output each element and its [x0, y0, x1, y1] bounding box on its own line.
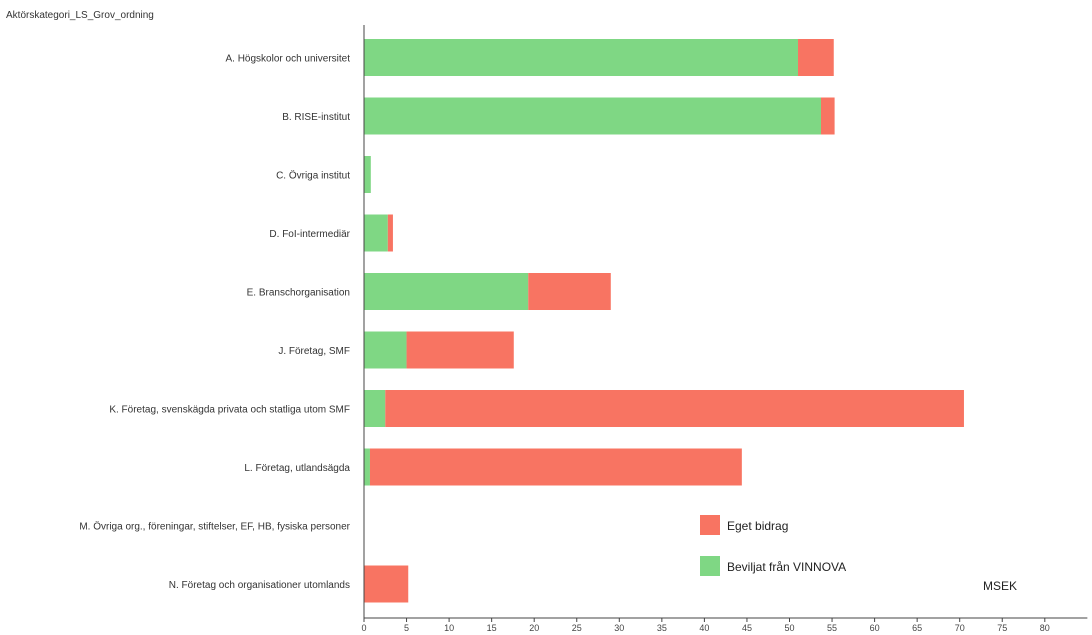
x-tick-label-13: 65 [912, 623, 922, 633]
bar-eget-9 [364, 565, 409, 603]
category-label-7: L. Företag, utlandsägda [244, 463, 350, 474]
x-tick-label-7: 35 [657, 623, 667, 633]
bar-eget-7 [369, 448, 742, 486]
legend: Eget bidrag Beviljat från VINNOVA [700, 515, 846, 576]
bar-beviljat-6 [364, 390, 386, 427]
bar-eget-1 [820, 97, 835, 135]
x-tick-label-12: 60 [870, 623, 880, 633]
category-label-4: E. Branschorganisation [247, 288, 350, 299]
bar-beviljat-7 [364, 448, 370, 486]
x-tick-label-0: 0 [361, 623, 366, 633]
x-tick-label-8: 40 [699, 623, 709, 633]
legend-swatch-1 [700, 556, 720, 576]
category-labels: A. Högskolor och universitet B. RISE-inst… [79, 54, 350, 592]
category-label-5: J. Företag, SMF [278, 346, 350, 357]
x-tick-label-1: 5 [404, 623, 409, 633]
x-axis-ticks: 0 5 10 15 20 25 30 35 40 45 50 55 60 65 70 75 80 [361, 618, 1050, 633]
category-label-0: A. Högskolor och universitet [225, 54, 350, 65]
bar-eget-5 [406, 331, 514, 369]
x-tick-label-4: 20 [529, 623, 539, 633]
field-label: Aktörskategori_LS_Grov_ordning [6, 10, 154, 21]
category-label-2: C. Övriga institut [276, 170, 350, 182]
category-label-1: B. RISE-institut [282, 112, 350, 123]
category-label-3: D. FoI-intermediär [269, 229, 350, 240]
bar-beviljat-0 [364, 39, 799, 76]
category-label-8: M. Övriga org., föreningar, stiftelser, … [79, 521, 350, 533]
bar-eget-3 [387, 214, 393, 252]
x-tick-label-3: 15 [487, 623, 497, 633]
x-tick-label-11: 55 [827, 623, 837, 633]
x-tick-label-5: 25 [572, 623, 582, 633]
bar-beviljat-2 [364, 156, 371, 193]
bar-beviljat-1 [364, 97, 821, 135]
x-tick-label-2: 10 [444, 623, 454, 633]
category-label-9: N. Företag och organisationer utomlands [169, 580, 350, 591]
bar-beviljat-3 [364, 214, 388, 252]
category-label-6: K. Företag, svenskägda privata och statl… [109, 405, 350, 416]
legend-label-1: Beviljat från VINNOVA [727, 560, 846, 574]
x-tick-label-16: 80 [1040, 623, 1050, 633]
bar-eget-4 [528, 273, 611, 310]
unit-label: MSEK [983, 579, 1017, 593]
x-tick-label-15: 75 [997, 623, 1007, 633]
legend-swatch-0 [700, 515, 720, 535]
bar-eget-0 [798, 39, 834, 76]
legend-label-0: Eget bidrag [727, 519, 788, 533]
bar-beviljat-5 [364, 331, 407, 369]
bar-beviljat-4 [364, 273, 529, 310]
bar-eget-6 [385, 390, 964, 427]
x-tick-label-9: 45 [742, 623, 752, 633]
x-tick-label-14: 70 [955, 623, 965, 633]
x-tick-label-10: 50 [784, 623, 794, 633]
bars-group [364, 39, 964, 603]
x-tick-label-6: 30 [614, 623, 624, 633]
